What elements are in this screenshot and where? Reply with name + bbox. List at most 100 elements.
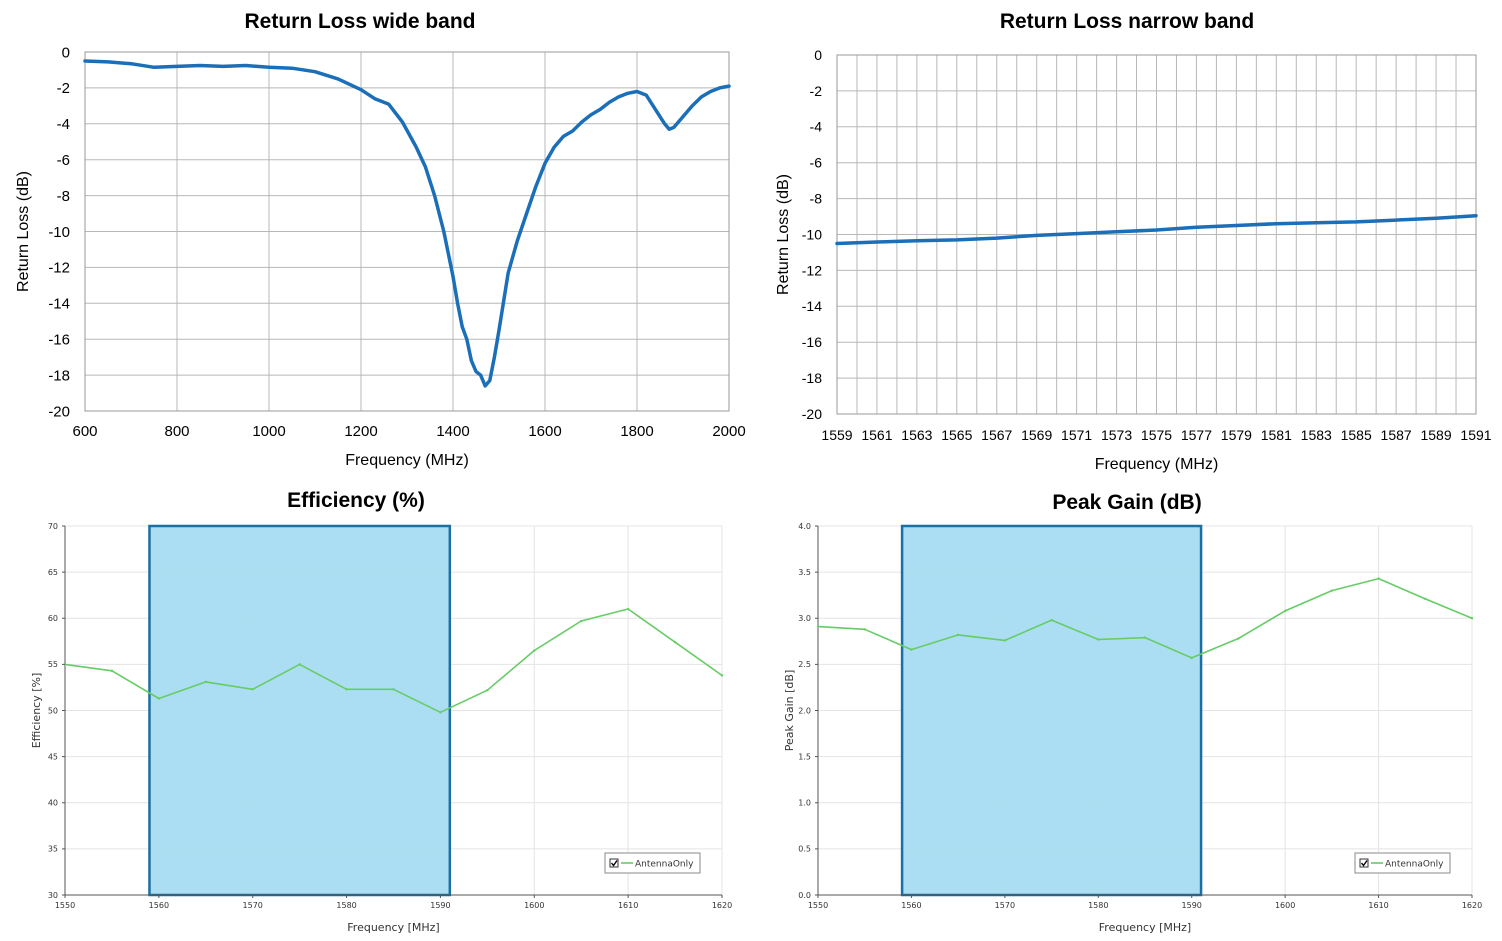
data-point [1237,637,1240,640]
x-tick-label: 600 [72,423,97,440]
data-point [673,641,677,644]
y-tick-label: -16 [802,334,822,350]
legend-checkbox[interactable] [1359,858,1369,868]
y-tick-label: -20 [48,403,70,420]
data-point [157,697,161,700]
y-axis-label: Return Loss (dB) [15,171,32,292]
x-tick-label: 1610 [1368,901,1388,910]
data-point [1283,609,1287,613]
y-tick-label: -16 [48,331,70,348]
x-tick-label: 1560 [901,901,921,910]
y-tick-label: -2 [810,83,823,99]
data-point [910,648,913,651]
data-point [533,649,536,652]
y-tick-label: 1.5 [798,752,811,761]
x-tick-label: 2000 [712,423,745,440]
x-tick-label: 1400 [436,423,469,440]
data-point [1097,638,1100,641]
legend-checkbox[interactable] [609,858,619,868]
y-tick-label: 70 [48,522,58,531]
y-tick-label: -2 [57,80,70,97]
chart-2: 0 -2 -4 -6 -8 -10 -12 -14 -16 -18 -20 1559 1561 1563 1… [775,10,1492,473]
x-tick-label: 800 [164,423,189,440]
x-tick-label: 1200 [344,423,377,440]
y-tick-label: 4.0 [798,522,811,531]
y-tick-label: -14 [48,296,70,313]
x-tick-label: 1565 [941,427,972,443]
x-tick-label: 1583 [1301,427,1332,443]
x-tick-label: 1600 [1275,901,1295,910]
series-line-1 [835,213,1478,246]
y-tick-label: -6 [810,155,823,171]
y-tick-label: -4 [57,116,70,133]
y-tick-label: 50 [48,706,58,715]
x-tick-label: 1569 [1021,427,1052,443]
x-tick-label: 1570 [995,901,1015,910]
x-tick-label: 1573 [1101,427,1132,443]
y-axis-label: Peak Gain [dB] [783,670,796,752]
legend-label: AntennaOnly [635,860,694,870]
data-point [1050,618,1053,622]
y-tick-label: -20 [802,406,822,422]
y-tick-label: -6 [57,152,70,169]
x-tick-label: 1620 [1462,901,1482,910]
y-tick-label: 35 [48,845,58,854]
data-point [816,625,820,628]
y-tick-label: 0.5 [798,845,811,854]
y-tick-label: -12 [48,260,70,277]
x-tick-label: 1600 [524,901,544,910]
y-tick-label: 30 [48,891,58,900]
x-tick-label: 1620 [712,901,732,910]
data-point [1190,656,1193,660]
y-tick-label: -18 [802,370,822,386]
data-point [1424,597,1427,601]
x-tick-label: 1561 [861,427,892,443]
y-tick-label: -4 [810,119,823,135]
series-line-1 [83,59,731,388]
x-tick-label: 1575 [1141,427,1172,443]
chart-title: Efficiency (%) [287,489,425,512]
data-point [1377,577,1380,580]
data-point [1003,639,1007,642]
data-point [956,633,960,637]
x-tick-label: 1559 [821,427,852,443]
x-tick-label: 1590 [430,901,450,910]
checkmark-icon [1360,860,1368,867]
x-tick-label: 1580 [1088,901,1108,910]
legend[interactable]: AntennaOnly [604,852,701,874]
legend[interactable]: AntennaOnly [1354,852,1451,874]
x-axis-label: Frequency (MHz) [345,452,469,469]
legend-box [604,852,701,874]
checkmark-icon [610,860,618,867]
plot-frame [84,51,730,412]
y-tick-label: 2.5 [798,660,811,669]
highlight-band [148,524,452,897]
y-tick-label: -8 [57,188,70,205]
x-tick-label: 1590 [1182,901,1202,910]
y-tick-label: 3.0 [798,614,811,623]
chart-title: Return Loss narrow band [1000,10,1254,33]
data-point [863,628,866,631]
x-axis-label: Frequency [MHz] [347,921,439,934]
y-tick-label: -12 [802,262,822,278]
data-point [110,669,114,673]
data-point [204,680,207,684]
y-axis-label: Efficiency [%] [30,673,43,749]
highlight-band [900,524,1203,897]
y-tick-label: 45 [48,752,58,761]
y-tick-label: 0 [62,44,70,61]
data-point [1143,636,1147,639]
x-axis-label: Frequency (MHz) [1095,456,1219,473]
x-tick-label: 1550 [55,901,75,910]
y-tick-label: 3.5 [798,568,811,577]
chart-3: 30 35 40 45 50 55 60 65 70 1550 1560 1570 1580 1590 16… [30,489,732,934]
y-tick-label: 0.0 [798,891,811,900]
x-tick-label: 1581 [1261,427,1292,443]
data-point [1330,589,1334,592]
plot-frame [836,54,1477,415]
chart-title: Return Loss wide band [244,10,475,33]
data-point [626,607,630,611]
x-tick-label: 1579 [1221,427,1252,443]
